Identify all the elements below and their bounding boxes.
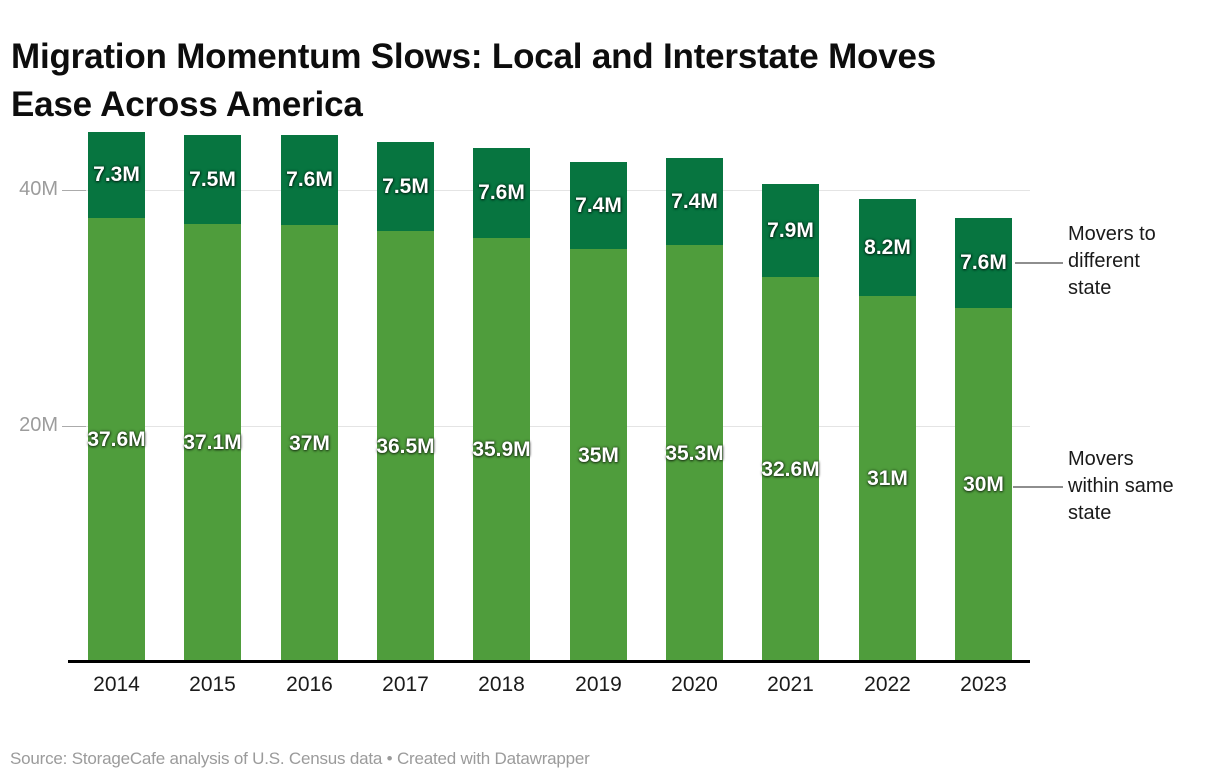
bar-value-label: 7.3M [93, 163, 140, 186]
bar-segment-movers-different-state: 8.2M [859, 199, 916, 296]
bar-group-2017: 7.5M 36.5M [376, 142, 435, 662]
bar-value-label: 8.2M [864, 235, 911, 259]
bar-value-label: 35M [578, 443, 619, 467]
annotation-same-state: Movers within same state [1068, 446, 1220, 527]
annotation-line: Movers [1068, 448, 1134, 470]
annotation-connector-line-different-state [1015, 262, 1063, 264]
bar-segment-movers-same-state: 35.9M [472, 238, 531, 662]
bar-value-label: 37.1M [183, 431, 242, 454]
bar-group-2016: 7.6M 37M [281, 135, 338, 662]
bar-segment-movers-different-state: 7.5M [377, 142, 434, 231]
bar-segment-movers-different-state: 7.9M [762, 184, 819, 277]
bar-segment-movers-different-state: 7.4M [666, 158, 723, 245]
bar-segment-movers-same-state: 37M [281, 225, 338, 662]
bar-segment-movers-different-state: 7.4M [570, 162, 627, 249]
x-axis-year-label: 2021 [767, 673, 814, 696]
bar-segment-movers-same-state: 30M [955, 308, 1012, 662]
x-axis-year-label: 2022 [864, 673, 911, 696]
bar-value-label: 7.6M [960, 251, 1007, 274]
bar-segment-movers-different-state: 7.5M [184, 135, 241, 224]
footer-source: Source: StorageCafe analysis of U.S. Cen… [10, 749, 590, 768]
bar-segment-movers-different-state: 7.6M [955, 218, 1012, 308]
bar-group-2014: 7.3M 37.6M [87, 132, 146, 662]
bar-segment-movers-same-state: 35.3M [665, 245, 724, 662]
bar-segment-movers-same-state: 37.6M [87, 218, 146, 662]
y-gridline [62, 190, 1030, 191]
annotation-line: different [1068, 250, 1140, 272]
bar-value-label: 32.6M [761, 457, 820, 481]
y-axis-tick-label: 40M [19, 178, 58, 200]
annotation-line: Movers to [1068, 223, 1156, 245]
annotation-line: state [1068, 277, 1112, 299]
annotation-line: state [1068, 502, 1112, 524]
bar-value-label: 7.4M [575, 193, 622, 217]
bar-value-label: 7.6M [286, 168, 333, 191]
bar-value-label: 37.6M [87, 428, 146, 451]
bar-group-2019: 7.4M 35M [570, 162, 627, 662]
bar-segment-movers-different-state: 7.6M [281, 135, 338, 225]
bar-segment-movers-same-state: 35M [570, 249, 627, 662]
bar-value-label: 36.5M [376, 434, 435, 458]
annotation-line: within same [1068, 475, 1174, 497]
bar-group-2018: 7.6M 35.9M [472, 148, 531, 662]
bar-group-2022: 8.2M 31M [859, 199, 916, 662]
bar-segment-movers-different-state: 7.6M [473, 148, 530, 238]
x-axis-year-label: 2015 [189, 673, 236, 696]
y-axis-tick [62, 190, 86, 191]
bar-value-label: 35.3M [665, 441, 724, 465]
x-axis-year-label: 2020 [671, 673, 718, 696]
bar-value-label: 7.5M [189, 167, 236, 191]
bar-value-label: 7.5M [382, 174, 429, 198]
bar-group-2020: 7.4M 35.3M [665, 158, 724, 662]
bar-segment-movers-same-state: 32.6M [761, 277, 820, 662]
bar-group-2023: 7.6M 30M [955, 218, 1012, 662]
bar-value-label: 7.6M [478, 181, 525, 204]
x-axis-year-label: 2023 [960, 673, 1007, 696]
y-axis-tick [62, 426, 86, 427]
x-axis-year-label: 2017 [382, 673, 429, 696]
bar-group-2015: 7.5M 37.1M [183, 135, 242, 662]
page-title: Migration Momentum Slows: Local and Inte… [11, 37, 936, 125]
x-axis-year-label: 2014 [93, 673, 140, 696]
bar-segment-movers-different-state: 7.3M [88, 132, 145, 218]
bar-group-2021: 7.9M 32.6M [761, 184, 820, 662]
bar-value-label: 30M [963, 473, 1004, 496]
bar-value-label: 37M [289, 431, 330, 455]
bar-value-label: 7.9M [767, 218, 814, 242]
y-gridline [62, 426, 1030, 427]
x-axis-year-label: 2019 [575, 673, 622, 696]
bar-segment-movers-same-state: 31M [859, 296, 916, 662]
bar-value-label: 7.4M [671, 189, 718, 213]
annotation-different-state: Movers to different state [1068, 221, 1220, 302]
x-axis-year-label: 2016 [286, 673, 333, 696]
y-axis-tick-label: 20M [19, 414, 58, 436]
annotation-connector-line-same-state [1013, 486, 1063, 488]
bar-value-label: 31M [867, 467, 908, 490]
bar-segment-movers-same-state: 36.5M [376, 231, 435, 662]
bar-segment-movers-same-state: 37.1M [183, 224, 242, 662]
bar-value-label: 35.9M [472, 438, 531, 461]
x-axis-year-label: 2018 [478, 673, 525, 696]
x-axis-baseline [68, 660, 1030, 663]
